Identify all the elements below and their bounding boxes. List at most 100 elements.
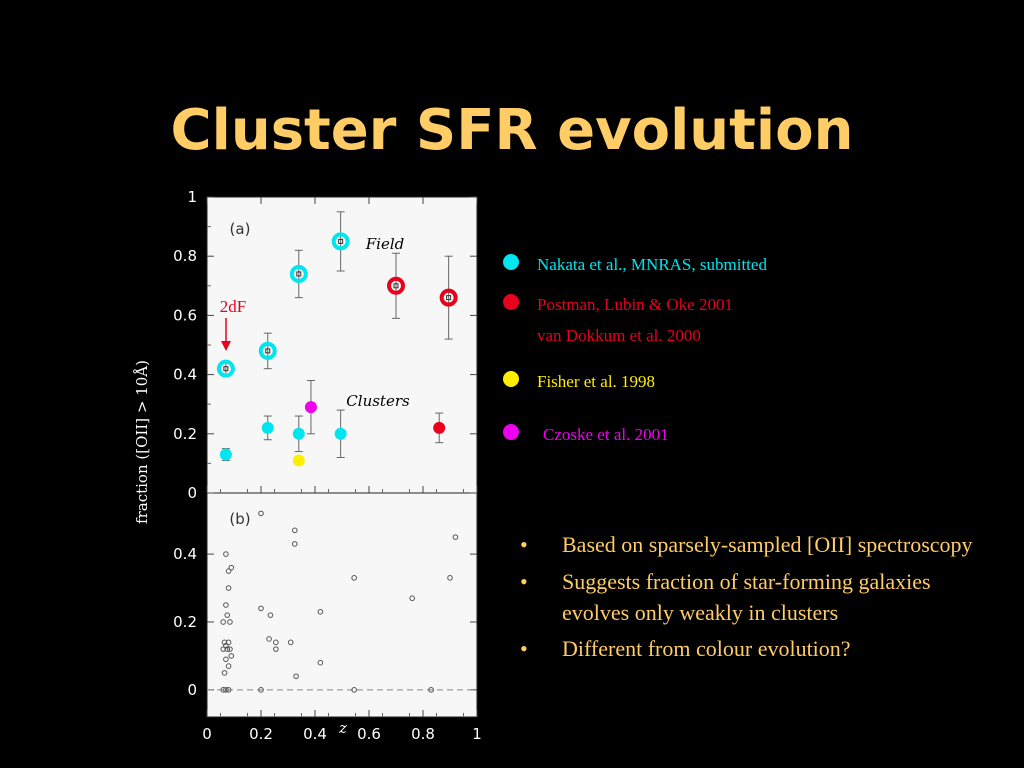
data-point-b: [223, 687, 229, 693]
data-point-b: [317, 608, 324, 615]
data-point-b: [224, 646, 231, 652]
legend-dot-magenta: [503, 424, 519, 440]
legend-label-vandokkum: van Dokkum et al. 2000: [537, 326, 701, 346]
data-point-b: [258, 605, 264, 612]
x-tick-label: 0.2: [249, 725, 273, 743]
y-tick-label-a: 0.4: [173, 366, 197, 384]
y-tick-label-b: 0: [187, 681, 197, 699]
panel-label-b: (b): [229, 510, 250, 528]
data-point-b: [225, 663, 232, 669]
data-point-b: [220, 687, 226, 693]
data-point-b: [287, 639, 294, 646]
annotation-2df: 2dF: [220, 297, 246, 316]
x-tick-label: 0.6: [357, 725, 381, 743]
data-point-b: [223, 551, 229, 557]
legend-dot-yellow: [503, 371, 519, 387]
data-point-b: [221, 670, 228, 676]
y-tick-label-a: 0.2: [173, 425, 197, 443]
data-point-field_red: [387, 276, 405, 295]
bullet-text: Suggests fraction of star-forming galaxi…: [562, 568, 931, 625]
y-tick-label-a: 1: [187, 188, 197, 206]
bullet-item: • Based on sparsely-sampled [OII] spectro…: [520, 530, 990, 561]
data-point-b: [266, 636, 272, 642]
legend-item-nakata: Nakata et al., MNRAS, submitted: [503, 254, 767, 278]
data-point-b: [223, 656, 229, 663]
x-tick-label: 1: [472, 725, 482, 743]
data-point-b: [258, 510, 264, 517]
data-point-b: [223, 642, 229, 649]
y-tick-label-a: 0.6: [173, 306, 197, 324]
legend-label-fisher: Fisher et al. 1998: [537, 372, 656, 391]
bullet-list: • Based on sparsely-sampled [OII] spectro…: [520, 530, 990, 671]
legend-label-postman: Postman, Lubin & Oke 2001 van Dokkum et …: [537, 294, 733, 347]
data-point-field_cyan: [258, 341, 277, 360]
data-point-b: [227, 619, 233, 625]
x-tick-label: 0: [202, 725, 212, 743]
bullet-marker: •: [520, 532, 528, 557]
data-point-center: [223, 366, 229, 372]
data-point-cluster_yellow: [292, 454, 305, 467]
data-point-b: [351, 687, 357, 693]
data-point-cluster_red: [433, 421, 446, 434]
y-tick-label-a: 0.8: [173, 247, 197, 265]
y-tick-label-a: 0: [187, 484, 197, 502]
data-point-b: [409, 595, 416, 602]
data-point-field_red: [439, 288, 458, 307]
legend-label-nakata: Nakata et al., MNRAS, submitted: [537, 255, 767, 274]
y-tick-label-b: 0.2: [173, 613, 197, 631]
data-point-b: [225, 687, 232, 693]
y-axis-label: fraction ([OII] > 10Å): [133, 360, 151, 524]
data-point-b: [227, 646, 233, 652]
data-point-b: [228, 564, 235, 571]
data-point-center: [265, 348, 271, 354]
data-point-b: [291, 541, 298, 547]
data-point-b: [225, 568, 232, 574]
x-tick-label: 0.8: [411, 725, 435, 743]
data-point-b: [293, 673, 299, 680]
legend-item-postman: Postman, Lubin & Oke 2001 van Dokkum et …: [503, 294, 733, 345]
data-point-b: [351, 575, 357, 581]
data-point-cluster_magenta: [304, 401, 317, 414]
bullet-text: Based on sparsely-sampled [OII] spectros…: [562, 532, 973, 557]
annotation-clusters: Clusters: [346, 392, 410, 410]
slide-title: Cluster SFR evolution: [170, 98, 854, 163]
annotation-field: Field: [365, 235, 404, 253]
data-point-cluster_cyan: [334, 427, 347, 440]
legend-label-postman-line1: Postman, Lubin & Oke 2001: [537, 295, 733, 314]
legend-item-fisher: Fisher et al. 1998: [503, 371, 655, 395]
legend-item-czoske: Czoske et al. 2001: [503, 424, 669, 448]
legend-label-czoske: Czoske et al. 2001: [543, 425, 669, 444]
data-point-b: [291, 527, 298, 534]
data-point-cluster_cyan: [292, 427, 305, 440]
data-point-cluster_cyan: [219, 448, 232, 461]
legend-dot-red: [503, 294, 519, 310]
data-point-b: [452, 534, 459, 540]
data-point-b: [273, 639, 279, 646]
data-point-b: [267, 612, 274, 618]
data-point-center: [338, 238, 344, 244]
data-point-b: [220, 646, 226, 652]
bullet-text: Different from colour evolution?: [562, 636, 851, 662]
bullet-item: • Suggests fraction of star-forming galax…: [520, 567, 990, 629]
data-point-b: [223, 602, 229, 608]
data-point-b: [317, 659, 324, 666]
x-axis-label: z: [338, 719, 347, 737]
legend-dot-cyan: [503, 254, 519, 270]
bullet-marker: •: [520, 636, 528, 662]
data-point-center: [296, 271, 302, 277]
arrow-2df-head: [221, 341, 231, 351]
panel-b-frame: [206, 492, 478, 718]
data-point-field_cyan: [331, 232, 350, 251]
data-point-field_cyan: [289, 264, 308, 283]
data-point-b: [221, 639, 228, 646]
data-point-b: [258, 687, 264, 693]
panel-label-a: (a): [230, 220, 251, 238]
data-point-center: [393, 283, 399, 289]
bullet-marker: •: [520, 568, 528, 594]
data-point-b: [228, 653, 235, 659]
data-point-cluster_cyan: [261, 421, 274, 434]
data-point-b: [225, 585, 232, 591]
data-point-b: [273, 646, 279, 652]
bullet-item: • Different from colour evolution?: [520, 634, 990, 665]
